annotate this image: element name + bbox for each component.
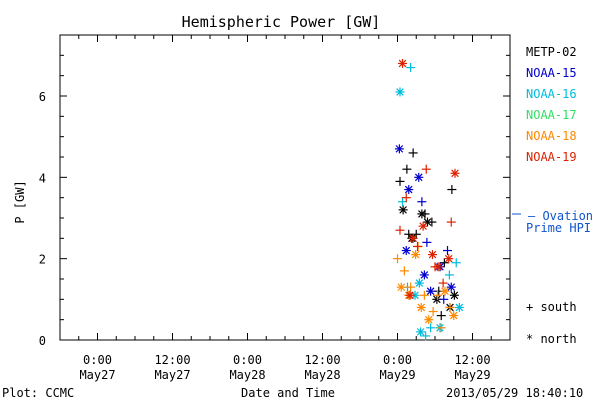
legend-entry: METP-02 — [526, 45, 577, 59]
south-point-plus — [428, 307, 438, 317]
north-point-star — [396, 282, 406, 292]
north-point-star — [450, 168, 460, 178]
legend: METP-02 NOAA-15 NOAA-16 NOAA-17 NOAA-18 NOAA-… — [526, 45, 577, 164]
x-tick-label-time: 12:00 — [454, 353, 490, 367]
south-point-plus — [413, 241, 422, 251]
south-point-plus — [439, 294, 449, 304]
north-point-star — [395, 87, 405, 97]
x-tick-label-time: 12:00 — [304, 353, 340, 367]
north-point-star — [398, 205, 408, 215]
south-point-plus — [399, 266, 409, 276]
south-point-plus — [444, 270, 454, 280]
south-point-plus — [433, 290, 442, 300]
south-point-plus — [426, 323, 436, 333]
footer-timestamp: 2013/05/29 18:40:10 — [446, 386, 583, 400]
south-point-plus — [443, 246, 452, 256]
north-point-star — [426, 286, 436, 296]
south-point-plus — [406, 282, 416, 292]
y-tick-label: 2 — [39, 253, 46, 267]
x-tick-label-date: May28 — [229, 368, 265, 382]
north-point-star — [414, 278, 424, 288]
x-tick-label-time: 0:00 — [383, 353, 412, 367]
north-point-star — [449, 290, 459, 300]
north-point-star — [449, 311, 459, 321]
north-point-star — [398, 58, 407, 68]
south-point-plus — [421, 164, 431, 174]
marker-key-south: + south — [526, 300, 577, 314]
south-point-plus — [436, 311, 446, 321]
south-point-plus — [436, 323, 446, 333]
north-point-star — [440, 286, 450, 296]
x-axis-label: Date and Time — [241, 386, 335, 400]
y-tick-label: 0 — [39, 334, 46, 348]
x-tick-label-date: May29 — [454, 368, 490, 382]
legend-entry: NOAA-19 — [526, 150, 577, 164]
legend-entry: NOAA-16 — [526, 87, 577, 101]
south-point-plus — [408, 148, 418, 158]
north-point-star — [394, 144, 404, 154]
legend-entry: NOAA-18 — [526, 129, 577, 143]
x-tick-label-time: 12:00 — [154, 353, 190, 367]
legend-entry: NOAA-15 — [526, 66, 577, 80]
south-point-plus — [395, 225, 405, 235]
x-tick-label-date: May29 — [379, 368, 415, 382]
north-point-star — [433, 262, 443, 272]
south-point-plus — [398, 197, 407, 207]
legend-entry: NOAA-17 — [526, 108, 577, 122]
south-point-plus — [445, 302, 455, 312]
south-point-plus — [402, 164, 412, 174]
south-point-plus — [421, 331, 431, 341]
south-point-plus — [451, 258, 461, 268]
south-point-plus — [447, 185, 457, 195]
north-point-star — [405, 290, 415, 300]
north-point-star — [411, 250, 421, 260]
south-point-plus — [446, 217, 456, 227]
north-point-star — [401, 246, 411, 256]
south-point-plus — [439, 258, 449, 268]
x-tick-label-date: May28 — [304, 368, 340, 382]
x-tick-label-time: 0:00 — [83, 353, 112, 367]
ovation-label-1: – Ovation — [528, 209, 593, 223]
south-point-plus — [401, 193, 411, 203]
south-point-plus — [395, 176, 405, 186]
north-point-star — [446, 282, 456, 292]
north-point-star — [432, 294, 442, 304]
north-point-star — [404, 185, 414, 195]
south-point-plus — [406, 63, 416, 73]
south-point-plus — [438, 278, 448, 288]
y-axis-label: P [GW] — [13, 180, 27, 223]
north-point-star — [444, 254, 454, 264]
south-point-plus — [422, 237, 432, 247]
north-point-star — [416, 302, 426, 312]
x-tick-label-time: 0:00 — [233, 353, 262, 367]
x-tick-label-date: May27 — [79, 368, 115, 382]
south-point-plus — [427, 217, 437, 227]
y-tick-label: 6 — [39, 90, 46, 104]
south-point-plus — [419, 290, 429, 300]
north-point-star — [418, 221, 428, 231]
y-tick-label: 4 — [39, 171, 46, 185]
south-point-plus — [420, 209, 430, 219]
north-point-star — [424, 315, 434, 325]
footer-plot-source: Plot: CCMC — [2, 386, 74, 400]
south-point-plus — [417, 197, 427, 207]
north-point-star — [419, 270, 429, 280]
north-point-star — [428, 250, 437, 260]
data-points-group — [393, 58, 464, 341]
chart-title: Hemispheric Power [GW] — [182, 13, 381, 31]
south-point-plus — [393, 254, 402, 264]
north-point-star — [414, 172, 424, 182]
marker-key-north: * north — [526, 332, 577, 346]
axes-group: 02460:00May2712:00May270:00May2812:00May… — [39, 34, 511, 382]
ovation-label-2: Prime HPI — [526, 221, 591, 235]
x-tick-label-date: May27 — [154, 368, 190, 382]
north-point-star — [454, 302, 464, 312]
north-point-star — [408, 233, 418, 243]
north-point-star — [416, 327, 426, 337]
